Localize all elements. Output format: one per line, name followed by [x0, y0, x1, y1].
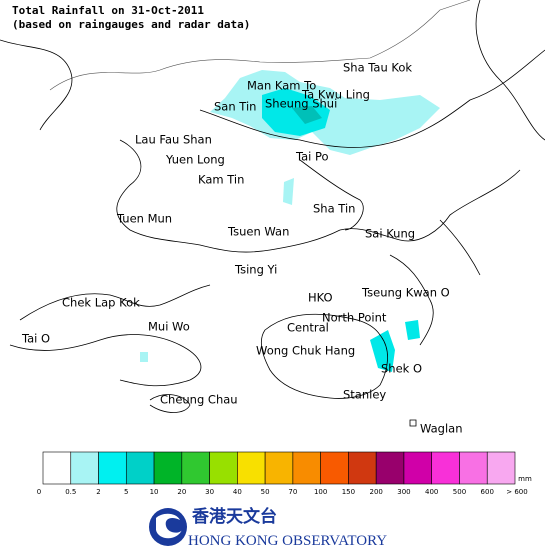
logo-english: HONG KONG OBSERVATORY — [188, 533, 387, 549]
place-label: North Point — [322, 311, 387, 325]
place-label: Stanley — [343, 388, 386, 402]
place-label: Cheung Chau — [160, 393, 238, 407]
coastline — [149, 219, 481, 427]
legend-tick: 100 — [314, 488, 327, 496]
legend-swatch — [486, 451, 516, 485]
legend-swatch — [98, 451, 127, 485]
place-label: Ta Kwu Ling — [301, 88, 370, 102]
place-label: Shek O — [381, 362, 422, 376]
legend-tick: 5 — [124, 488, 128, 496]
place-label: Chek Lap Kok — [62, 296, 140, 310]
place-label: Sheung Shui — [265, 97, 337, 111]
place-label: Tsuen Wan — [227, 225, 289, 239]
place-label: Mui Wo — [148, 320, 190, 334]
coastline — [260, 313, 388, 399]
place-label: HKO — [308, 291, 333, 305]
place-label: Central — [287, 321, 329, 335]
legend-swatch — [403, 451, 433, 485]
rain-area — [292, 106, 322, 124]
legend-tick: 20 — [177, 488, 186, 496]
coastline — [475, 0, 545, 141]
place-label: Tai O — [21, 332, 50, 346]
place-label: Man Kam To — [247, 79, 316, 93]
rain-area — [405, 320, 420, 340]
legend-tick: 2 — [96, 488, 100, 496]
legend-swatch — [431, 451, 460, 485]
place-label: Waglan — [420, 422, 463, 436]
border — [49, 0, 471, 91]
legend-swatch — [153, 451, 183, 485]
coastline — [9, 284, 211, 387]
legend-swatch — [264, 451, 294, 485]
place-label: Tseung Kwan O — [361, 286, 450, 300]
legend-swatch — [459, 451, 488, 485]
legend-swatch — [181, 451, 210, 485]
place-label: Lau Fau Shan — [135, 133, 212, 147]
logo-chinese: 香港天文台 — [192, 506, 277, 527]
map-title: Total Rainfall on 31-Oct-2011 — [12, 4, 204, 17]
place-label: Tuen Mun — [116, 212, 172, 226]
place-label: San Tin — [214, 100, 256, 114]
place-label: Tai Po — [295, 150, 329, 164]
coastline — [0, 39, 545, 148]
legend-tick: 0 — [37, 488, 41, 496]
place-label: Wong Chuk Hang — [256, 344, 355, 358]
place-label: Tsing Yi — [234, 263, 277, 277]
rain-area — [283, 178, 294, 205]
legend-swatch — [320, 451, 349, 485]
legend-tick: 40 — [233, 488, 242, 496]
legend-unit: mm — [518, 475, 532, 483]
place-label: Sha Tau Kok — [343, 61, 412, 75]
rain-area — [370, 330, 395, 372]
place-label: Sai Kung — [365, 227, 415, 241]
legend-tick: 30 — [205, 488, 214, 496]
legend-swatch — [70, 451, 99, 485]
map-subtitle: (based on raingauges and radar data) — [12, 18, 250, 31]
place-label: Yuen Long — [165, 153, 225, 167]
legend-swatch — [292, 451, 321, 485]
legend-tick: 10 — [150, 488, 159, 496]
legend-tick: 400 — [425, 488, 438, 496]
legend-swatch — [42, 451, 72, 485]
legend-swatch — [209, 451, 238, 485]
legend-tick: 0.5 — [65, 488, 76, 496]
legend-tick: 70 — [288, 488, 297, 496]
place-label: Kam Tin — [198, 173, 244, 187]
legend-tick: 50 — [261, 488, 270, 496]
coastline — [116, 139, 521, 253]
legend-tick: > 600 — [506, 488, 527, 496]
legend-swatch — [237, 451, 266, 485]
legend-tick: 150 — [342, 488, 355, 496]
legend-tick: 500 — [453, 488, 466, 496]
legend-tick: 600 — [481, 488, 494, 496]
place-label: Sha Tin — [313, 202, 355, 216]
legend-tick: 200 — [369, 488, 382, 496]
rain-area — [140, 352, 148, 362]
logo — [149, 508, 187, 546]
legend-swatch — [375, 451, 405, 485]
legend-swatch — [348, 451, 377, 485]
legend-tick: 300 — [397, 488, 410, 496]
legend-swatch — [125, 451, 155, 485]
